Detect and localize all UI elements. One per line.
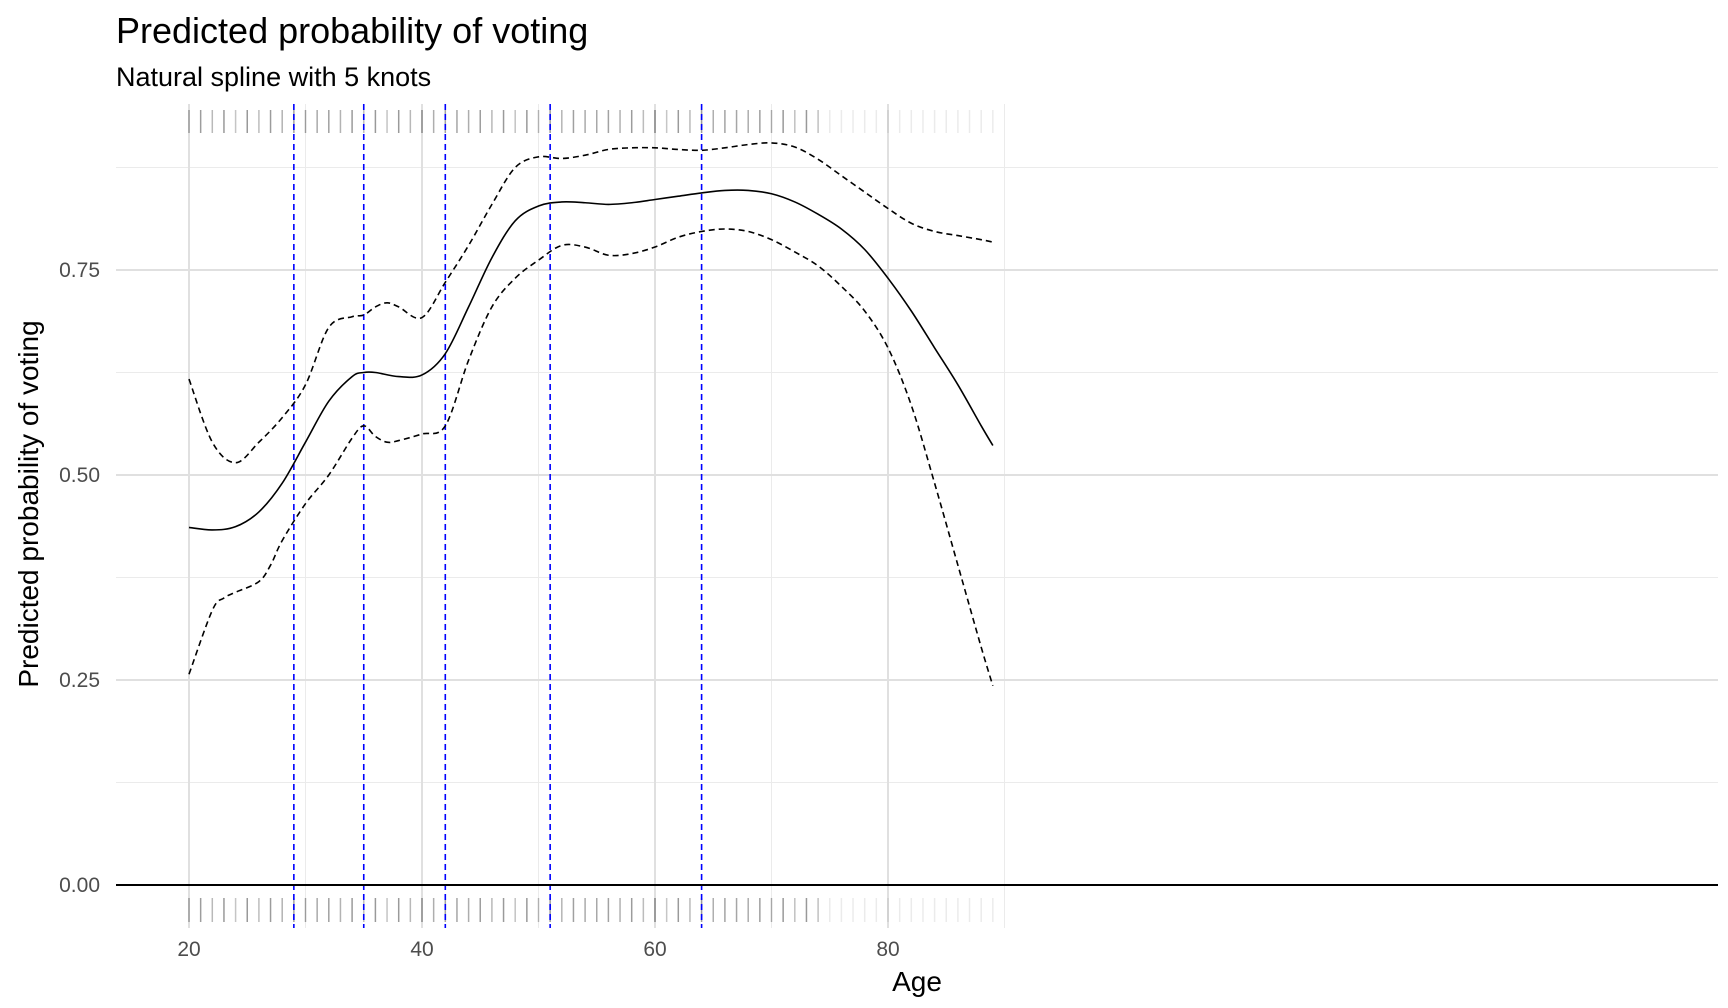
x-tick-label: 40 (410, 938, 433, 961)
series-line-lower-bound (188, 228, 994, 686)
y-tick-label: 0.50 (59, 464, 100, 487)
chart-title: Predicted probability of voting (116, 10, 589, 51)
y-tick-label: 0.75 (59, 259, 100, 282)
chart-subtitle: Natural spline with 5 knots (116, 62, 432, 92)
rug-layer (188, 110, 994, 922)
y-tick-label: 0.00 (59, 874, 100, 897)
y-tick-label: 0.25 (59, 669, 100, 692)
x-tick-label: 20 (177, 938, 200, 961)
x-tick-label: 80 (876, 938, 899, 961)
x-axis-title: Age (892, 966, 942, 997)
knot-layer (293, 104, 703, 928)
axis-layer: 0.00 0.25 0.50 0.75 20 40 60 80 (59, 259, 1718, 961)
y-axis-title: Predicted probability of voting (13, 320, 44, 687)
x-tick-label: 60 (643, 938, 666, 961)
grid-layer (116, 104, 1718, 928)
series-line-fit (188, 189, 994, 531)
series-line-upper-bound (188, 142, 994, 464)
series-layer (188, 142, 994, 686)
